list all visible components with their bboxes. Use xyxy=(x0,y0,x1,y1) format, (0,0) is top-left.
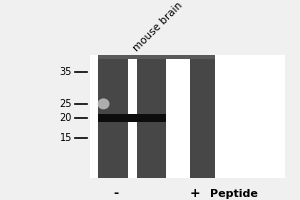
Text: 15: 15 xyxy=(60,133,72,143)
Text: -: - xyxy=(113,187,118,200)
Ellipse shape xyxy=(98,98,110,109)
Bar xyxy=(128,55,137,114)
Text: +: + xyxy=(190,187,200,200)
Text: 20: 20 xyxy=(60,113,72,123)
Bar xyxy=(90,55,285,178)
Bar xyxy=(166,55,190,178)
Text: mouse brain: mouse brain xyxy=(131,0,184,54)
Text: 25: 25 xyxy=(59,99,72,109)
Bar xyxy=(128,122,137,178)
Bar xyxy=(137,55,166,178)
Bar xyxy=(98,55,215,59)
Text: Peptide: Peptide xyxy=(210,189,258,199)
Bar xyxy=(98,122,128,178)
Bar xyxy=(98,114,166,122)
Bar xyxy=(98,55,128,178)
Bar xyxy=(190,55,215,178)
Bar xyxy=(137,122,166,178)
Bar xyxy=(98,114,128,122)
Bar xyxy=(98,122,166,178)
Text: 35: 35 xyxy=(60,67,72,77)
